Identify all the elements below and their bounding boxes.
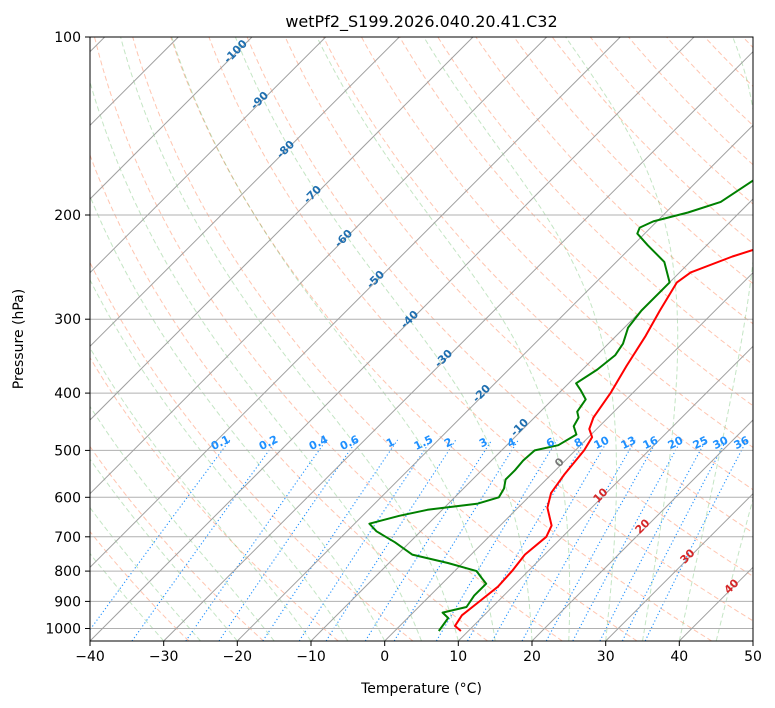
moist-adiabat-line — [565, 37, 679, 641]
moist-adiabat-line — [90, 347, 312, 641]
y-tick-label: 500 — [54, 443, 81, 459]
isotherm-line — [90, 37, 400, 348]
isotherm-line — [384, 271, 753, 641]
moist-adiabat-line — [90, 458, 238, 641]
dry-adiabat-line — [246, 37, 753, 577]
moist-adiabat-line — [234, 37, 533, 641]
chart-title: wetPf2_S199.2026.040.20.41.C32 — [285, 12, 557, 32]
isotherm-line — [310, 198, 753, 641]
x-axis-ticks: −40 −30 −20 −10 0 10 20 30 40 50 — [75, 641, 762, 665]
y-tick-label: 1000 — [45, 622, 81, 638]
dry-adiabat-line — [208, 37, 753, 622]
temperature-profile-line — [454, 248, 753, 632]
x-tick-label: 10 — [449, 649, 467, 665]
moist-adiabat-line — [90, 278, 349, 641]
y-tick-label: 400 — [54, 386, 81, 402]
mixing-ratio-label: 30 — [711, 434, 731, 453]
mixing-ratio-label: 36 — [732, 434, 752, 453]
moist-adiabat-line — [678, 37, 753, 641]
dry-adiabat-line — [551, 37, 753, 245]
mixing-ratio-line — [185, 439, 327, 641]
y-tick-label: 100 — [54, 30, 81, 46]
isotherm-line — [531, 419, 753, 641]
pressure-gridlines — [90, 37, 753, 629]
mixing-ratio-label: 13 — [619, 434, 638, 452]
dry-adiabat-line — [475, 37, 753, 325]
dry-adiabat-line — [437, 37, 753, 366]
x-tick-label: 20 — [523, 649, 541, 665]
y-axis-ticks: 1000 900 800 700 600 500 400 300 200 100 — [45, 30, 90, 638]
mixing-ratio-line — [467, 439, 586, 641]
dry-adiabat-line — [90, 261, 414, 641]
dry-adiabat-line — [132, 37, 638, 641]
isotherm-line — [236, 124, 753, 641]
x-tick-label: −10 — [296, 649, 326, 665]
x-tick-label: 50 — [744, 649, 762, 665]
mixing-ratio-line — [218, 439, 358, 641]
mixing-ratio-line — [621, 439, 727, 641]
mixing-ratio-line — [131, 439, 278, 641]
dry-adiabat-line — [94, 37, 563, 641]
mixing-ratio-line — [545, 439, 658, 641]
mixing-ratio-line — [298, 439, 432, 641]
isotherm-line — [90, 37, 695, 641]
y-tick-label: 900 — [54, 594, 81, 610]
plot-frame — [89, 36, 754, 642]
dry-adiabat-line — [284, 37, 753, 534]
moist-adiabat-line — [90, 80, 422, 641]
moist-adiabat-line — [120, 37, 459, 641]
isotherm-line — [163, 50, 753, 641]
isotherm-line — [457, 345, 753, 641]
mixing-ratio-line — [644, 439, 748, 641]
x-tick-label: 30 — [597, 649, 615, 665]
isotherm-line — [90, 37, 474, 421]
dry-adiabat-line — [90, 356, 339, 641]
x-tick-label: −20 — [223, 649, 253, 665]
x-tick-label: −40 — [75, 649, 105, 665]
isotherm-line — [90, 37, 621, 569]
y-tick-label: 200 — [54, 208, 81, 224]
isotherm-line — [605, 492, 753, 641]
x-tick-label: −30 — [149, 649, 179, 665]
dry-adiabat-line — [170, 37, 712, 641]
y-axis-label: Pressure (hPa) — [11, 289, 27, 389]
dry-adiabat-line — [399, 37, 753, 407]
y-tick-label: 800 — [54, 564, 81, 580]
mixing-ratio-label: 20 — [666, 434, 686, 453]
mixing-ratio-label: 10 — [592, 434, 612, 453]
dry-adiabat-line — [90, 530, 190, 641]
y-tick-label: 300 — [54, 312, 81, 328]
isotherm-line — [90, 37, 548, 495]
y-tick-label: 600 — [54, 490, 81, 506]
dry-adiabat-line — [90, 153, 488, 641]
dewpoint-profile-line — [368, 179, 753, 632]
moist-adiabat-line — [316, 37, 571, 641]
mixing-ratio-line — [491, 439, 609, 641]
x-axis-label: Temperature (°C) — [360, 681, 482, 697]
isotherm-line — [90, 37, 327, 274]
isotherm-line — [90, 37, 253, 200]
mixing-ratio-label: 25 — [691, 434, 710, 452]
mixing-ratio-label: 16 — [641, 434, 661, 453]
sounding-series — [368, 179, 753, 632]
x-tick-label: 0 — [380, 649, 389, 665]
dry-adiabat-line — [589, 37, 753, 205]
moist-adiabat-line — [90, 506, 201, 641]
skewed-isotherms — [90, 37, 753, 641]
y-tick-label: 700 — [54, 530, 81, 546]
mixing-ratio-line — [435, 439, 558, 641]
mixing-ratio-line — [262, 439, 399, 641]
plot-area — [90, 37, 753, 641]
x-tick-label: 40 — [670, 649, 688, 665]
dry-adiabat-line — [322, 37, 753, 491]
